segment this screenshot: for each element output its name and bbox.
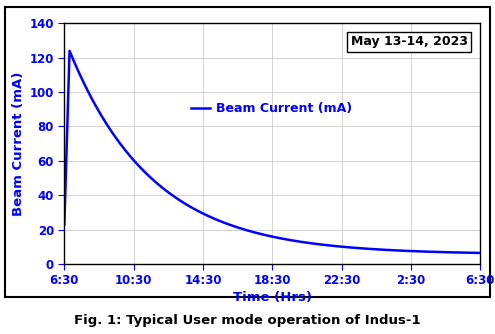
Legend: Beam Current (mA): Beam Current (mA) (186, 97, 357, 120)
X-axis label: Time (Hrs): Time (Hrs) (233, 292, 312, 305)
Text: May 13-14, 2023: May 13-14, 2023 (350, 35, 468, 48)
Y-axis label: Beam Current (mA): Beam Current (mA) (12, 71, 25, 216)
Text: Fig. 1: Typical User mode operation of Indus-1: Fig. 1: Typical User mode operation of I… (74, 314, 421, 327)
